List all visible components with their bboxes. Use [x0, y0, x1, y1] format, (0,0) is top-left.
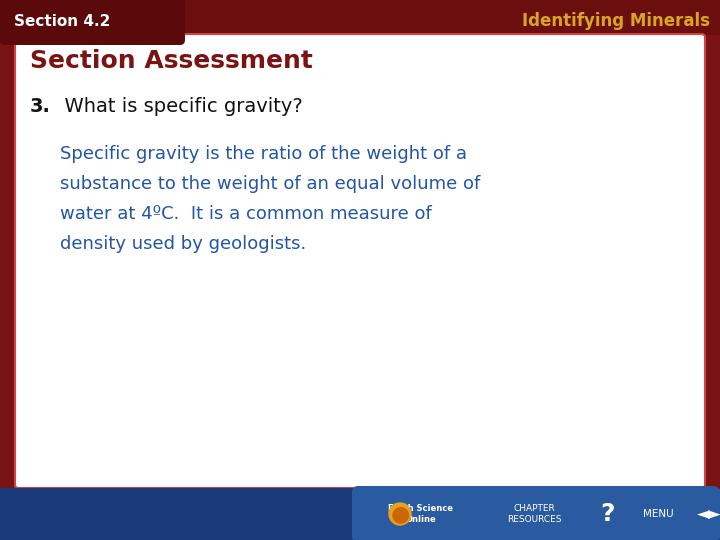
- Text: 3.: 3.: [30, 97, 51, 116]
- FancyBboxPatch shape: [352, 486, 719, 540]
- FancyBboxPatch shape: [583, 489, 633, 539]
- FancyBboxPatch shape: [479, 489, 589, 539]
- Circle shape: [389, 503, 411, 525]
- Bar: [0, 0, 720, 35]
- Text: ?: ?: [600, 502, 616, 526]
- Text: CHAPTER
RESOURCES: CHAPTER RESOURCES: [507, 504, 562, 524]
- Text: Section Assessment: Section Assessment: [30, 49, 313, 73]
- Text: substance to the weight of an equal volume of: substance to the weight of an equal volu…: [60, 175, 480, 193]
- Text: density used by geologists.: density used by geologists.: [60, 235, 306, 253]
- FancyBboxPatch shape: [0, 0, 185, 45]
- FancyBboxPatch shape: [627, 489, 689, 539]
- Text: What is specific gravity?: What is specific gravity?: [52, 97, 302, 116]
- Text: MENU: MENU: [643, 509, 673, 519]
- Text: Identifying Minerals: Identifying Minerals: [522, 12, 710, 30]
- Text: Specific gravity is the ratio of the weight of a: Specific gravity is the ratio of the wei…: [60, 145, 467, 163]
- FancyBboxPatch shape: [687, 489, 720, 539]
- FancyBboxPatch shape: [357, 489, 485, 539]
- FancyBboxPatch shape: [15, 34, 705, 488]
- Text: ◄: ◄: [697, 505, 709, 523]
- Text: water at 4ºC.  It is a common measure of: water at 4ºC. It is a common measure of: [60, 205, 432, 223]
- FancyBboxPatch shape: [683, 489, 720, 539]
- Text: ►: ►: [708, 505, 720, 523]
- Text: Section 4.2: Section 4.2: [14, 14, 110, 29]
- Text: Earth Science
Online: Earth Science Online: [389, 504, 454, 524]
- Bar: [0, 488, 720, 540]
- Text: ●: ●: [390, 504, 410, 524]
